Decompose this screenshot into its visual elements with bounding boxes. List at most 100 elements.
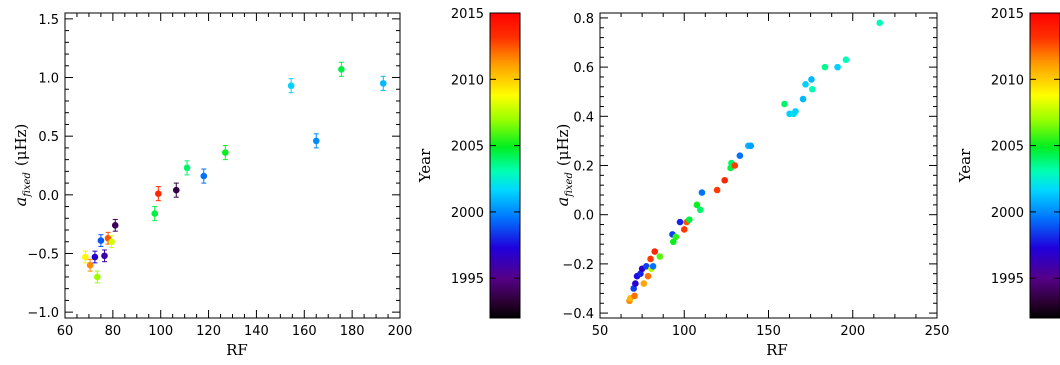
left-colorbar-label: Year — [416, 148, 434, 183]
right-data-point — [731, 162, 739, 169]
left-plot-area: 60 80 100 120 140 160 180 200 −1.0 −0.5 0.0 0.5 1.0 1… — [27, 12, 413, 339]
right-y-tick-label: −0.2 — [562, 258, 594, 273]
right-y-axis-label: afixed (μHz) — [553, 124, 575, 207]
right-data-point — [686, 216, 693, 223]
left-y-tick-label: 0.5 — [38, 130, 59, 145]
right-x-tick-label: 200 — [840, 324, 865, 339]
right-data-point — [821, 63, 829, 71]
right-x-tick-label: 150 — [756, 324, 781, 339]
right-data-point — [842, 56, 850, 64]
left-colorbar-tick-label: 2000 — [451, 206, 484, 221]
right-data-point — [669, 238, 677, 246]
left-y-axis-label-unit: (μHz) — [12, 124, 30, 166]
right-y-tick-label: 0.4 — [573, 110, 594, 125]
left-data-point — [151, 210, 159, 217]
right-plot-area: 50 100 150 200 250 −0.4 −0.2 0.0 0.2 0.4 0.6 0.8 — [562, 12, 949, 339]
right-scatter-panel: 50 100 150 200 250 −0.4 −0.2 0.0 0.2 0.4 0.6 0.8 RF… — [553, 7, 1060, 359]
right-data-point — [656, 253, 664, 260]
left-x-tick-label: 60 — [57, 324, 74, 339]
left-y-tick-label: −0.5 — [27, 247, 59, 262]
right-y-axis-label-symbol: a — [553, 197, 572, 207]
left-colorbar-tick-label: 2015 — [451, 7, 484, 22]
svg-text:afixed(μHz): afixed (μHz) — [553, 124, 575, 207]
right-colorbar: 1995 2000 2005 2010 2015 Year — [956, 7, 1060, 319]
left-colorbar-gradient — [489, 12, 521, 319]
left-data-point — [111, 222, 119, 229]
left-scatter-panel: 60 80 100 120 140 160 180 200 −1.0 −0.5 0.0 0.5 1.0 1… — [11, 7, 521, 359]
right-data-point — [809, 85, 816, 93]
left-x-tick-label: 140 — [244, 324, 269, 339]
left-data-point — [183, 164, 191, 172]
right-y-axis-label-subscript: fixed — [564, 172, 575, 198]
left-colorbar: 1995 2000 2005 2010 2015 Year — [416, 7, 521, 319]
right-y-tick-label: −0.4 — [562, 307, 594, 322]
left-y-tick-label: 0.0 — [38, 189, 59, 204]
right-y-tick-label: 0.8 — [573, 12, 594, 27]
right-data-point — [643, 263, 650, 270]
left-y-tick-label: −1.0 — [27, 306, 59, 321]
left-colorbar-tick-label: 2005 — [451, 140, 484, 155]
right-y-tick-label: 0.0 — [573, 209, 594, 224]
left-data-point — [379, 80, 387, 87]
left-data-point — [94, 273, 101, 281]
right-data-point — [698, 189, 706, 196]
right-colorbar-tick-label: 2000 — [991, 206, 1024, 221]
right-colorbar-tick-label: 2005 — [991, 140, 1024, 155]
right-data-point — [799, 95, 807, 103]
right-data-point — [876, 19, 884, 27]
right-y-axis-label-unit: (μHz) — [554, 124, 572, 166]
right-data-point — [802, 81, 809, 88]
right-x-axis-label: RF — [766, 341, 788, 359]
right-data-point — [631, 292, 638, 300]
right-data-point — [651, 248, 659, 255]
right-data-point — [721, 176, 728, 184]
right-data-point — [713, 186, 721, 194]
left-y-axis-label-symbol: a — [11, 197, 30, 207]
right-data-point — [676, 218, 684, 226]
right-data-point — [644, 272, 652, 280]
left-data-point — [108, 238, 115, 246]
left-data-point — [172, 186, 180, 194]
left-colorbar-tick-label: 2010 — [451, 73, 484, 88]
left-x-axis-label: RF — [226, 341, 248, 359]
left-colorbar-tick-label: 1995 — [451, 272, 484, 287]
right-colorbar-label: Year — [956, 148, 974, 183]
right-data-point — [747, 142, 755, 150]
right-data-point — [696, 206, 704, 214]
left-y-tick-label: 1.0 — [38, 72, 59, 87]
right-colorbar-tick-label: 2015 — [991, 7, 1024, 22]
left-y-axis-label: afixed (μHz) — [11, 124, 33, 207]
right-data-point — [649, 263, 657, 270]
right-data-point — [693, 201, 701, 209]
right-data-point — [792, 108, 799, 115]
left-data-point — [200, 172, 208, 180]
left-x-tick-label: 180 — [340, 324, 365, 339]
left-x-tick-label: 160 — [292, 324, 317, 339]
right-data-point — [834, 63, 841, 71]
right-data-point — [640, 280, 648, 287]
right-data-point — [647, 255, 654, 263]
left-data-point — [97, 237, 105, 244]
left-x-tick-label: 120 — [196, 324, 221, 339]
right-data-point — [672, 233, 680, 241]
right-data-point — [632, 280, 639, 287]
right-data-point — [736, 152, 744, 159]
left-data-point — [338, 66, 345, 73]
left-x-tick-label: 80 — [105, 324, 122, 339]
left-data-point — [155, 190, 162, 197]
right-data-point — [808, 76, 815, 83]
right-x-tick-label: 100 — [672, 324, 697, 339]
left-data-point — [101, 252, 108, 260]
left-data-point — [222, 149, 229, 156]
left-data-point — [312, 137, 320, 145]
right-x-tick-label: 250 — [925, 324, 950, 339]
right-y-tick-label: 0.6 — [573, 61, 594, 76]
right-plot-frame — [599, 12, 938, 319]
svg-text:afixed(μHz): afixed (μHz) — [11, 124, 33, 207]
right-colorbar-tick-label: 1995 — [991, 272, 1024, 287]
left-data-point — [86, 261, 94, 269]
right-colorbar-tick-label: 2010 — [991, 73, 1024, 88]
left-data-point — [287, 82, 295, 90]
left-x-tick-label: 200 — [388, 324, 413, 339]
